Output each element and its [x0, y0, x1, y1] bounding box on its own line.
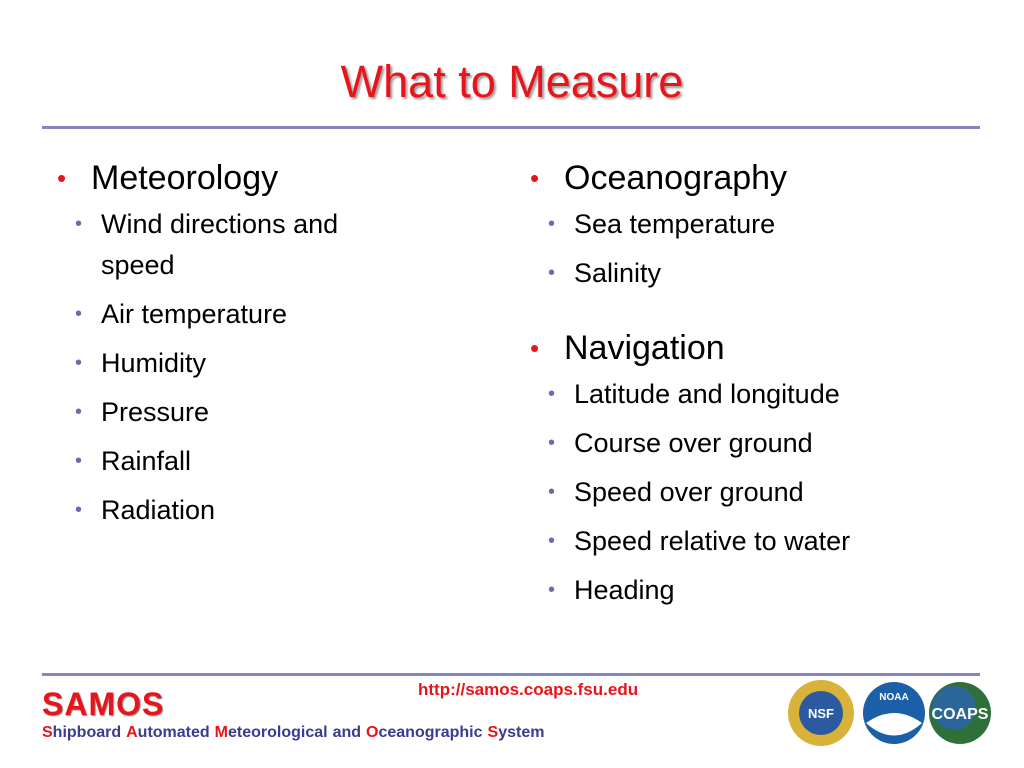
bullet-item: Radiation: [55, 490, 401, 531]
bullet-item: Speed over ground: [528, 472, 1008, 513]
bullet-item: Air temperature: [55, 294, 401, 335]
section: MeteorologyWind directions and speed Air …: [55, 152, 475, 531]
logos: NSF NOAA COAPS: [788, 680, 991, 746]
title-rule: [42, 126, 980, 129]
bullet-item: Rainfall: [55, 441, 401, 482]
bullet-item: Speed relative to water: [528, 521, 1008, 562]
tagline: Shipboard Automated Meteorological and Ocean…: [42, 724, 549, 742]
tagline-word: and: [332, 724, 362, 741]
bullet-item: Course over ground: [528, 423, 1008, 464]
section: OceanographySea temperature Salinity: [528, 152, 1008, 294]
bullet-item: Sea temperature: [528, 204, 1008, 245]
tagline-word: Shipboard: [42, 724, 122, 741]
bullet-item: Heading: [528, 570, 1008, 611]
footer-rule: [42, 673, 980, 676]
left-column: MeteorologyWind directions and speed Air …: [55, 152, 475, 559]
right-column: OceanographySea temperature Salinity Navig…: [528, 152, 1008, 639]
bullet-item: Salinity: [528, 253, 1008, 294]
section: NavigationLatitude and longitude Course o…: [528, 322, 1008, 611]
slide-title: What to Measure: [340, 56, 684, 107]
noaa-logo: NOAA: [863, 682, 925, 744]
footer-url[interactable]: http://samos.coaps.fsu.edu: [418, 680, 639, 699]
logo-label: NSF: [808, 706, 834, 721]
tagline-word: Meteorological: [214, 724, 328, 741]
section-heading: Oceanography: [528, 152, 1008, 204]
logo-label: COAPS: [932, 706, 989, 723]
nsf-logo: NSF: [788, 680, 854, 746]
tagline-word: System: [487, 724, 545, 741]
section-heading: Navigation: [528, 322, 1008, 374]
coaps-logo: COAPS: [929, 682, 991, 744]
logo-label: NOAA: [879, 692, 908, 703]
brand: SAMOS: [42, 686, 165, 722]
tagline-word: Oceanographic: [366, 724, 483, 741]
tagline-word: Automated: [126, 724, 210, 741]
bullet-item: Wind directions and speed: [55, 204, 401, 286]
bullet-item: Humidity: [55, 343, 401, 384]
section-heading: Meteorology: [55, 152, 475, 204]
bullet-item: Latitude and longitude: [528, 374, 1008, 415]
bullet-item: Pressure: [55, 392, 401, 433]
